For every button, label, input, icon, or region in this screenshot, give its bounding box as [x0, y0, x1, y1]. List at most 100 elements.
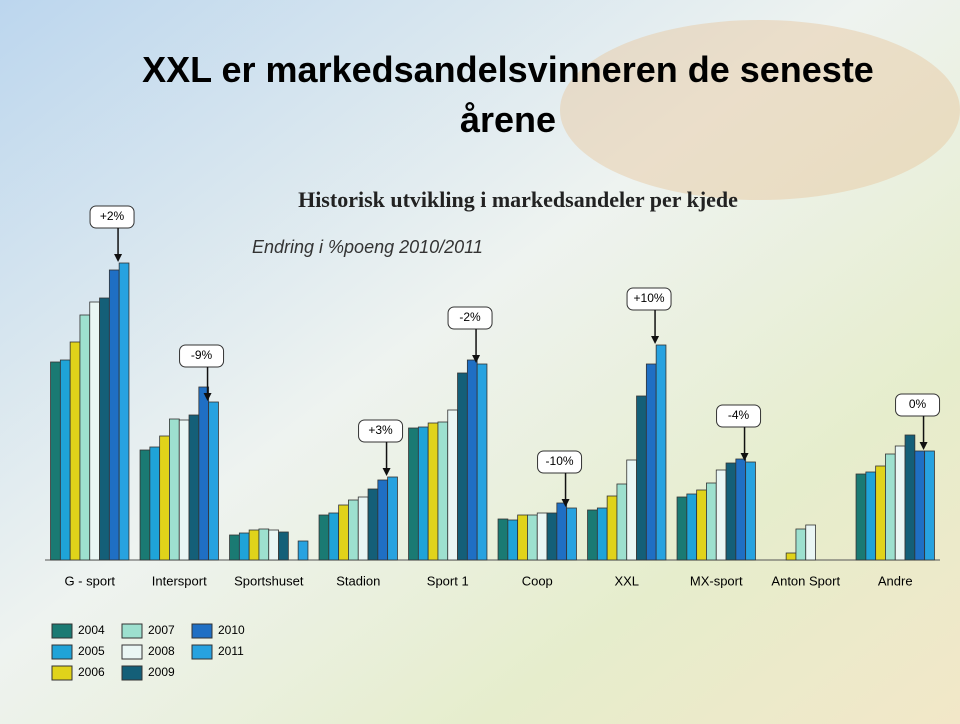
bar — [278, 531, 289, 561]
bar — [437, 421, 449, 561]
bar — [159, 435, 170, 561]
annotation-label: -10% — [546, 454, 574, 468]
x-tick-label: XXL — [614, 573, 639, 588]
bar — [348, 499, 359, 561]
x-tick-label: Sportshuset — [234, 573, 304, 588]
bar — [507, 519, 519, 561]
bar — [924, 450, 935, 561]
bar — [476, 363, 488, 561]
bar — [894, 445, 906, 561]
bar — [258, 528, 270, 561]
bar — [188, 414, 200, 561]
annotation-box — [447, 306, 493, 330]
annotation-box — [179, 344, 225, 368]
annotation-box — [89, 205, 135, 229]
bar — [904, 434, 916, 561]
background-shape — [560, 20, 960, 200]
chart-title: XXL er markedsandelsvinneren de seneste å… — [142, 49, 874, 140]
bar — [367, 488, 379, 561]
bar — [785, 552, 797, 561]
bar — [805, 524, 816, 561]
annotation-box — [626, 287, 672, 311]
bar — [427, 422, 439, 561]
bar — [596, 507, 608, 561]
legend-label: 2007 — [148, 623, 175, 637]
x-tick-label: Coop — [522, 573, 553, 588]
bar — [59, 359, 71, 561]
x-tick-label: Stadion — [336, 573, 380, 588]
annotation-arrowhead — [382, 468, 391, 476]
legend-swatch — [51, 644, 73, 660]
bar — [696, 489, 707, 561]
bar — [118, 262, 130, 561]
bar — [636, 395, 647, 561]
bar — [408, 427, 419, 561]
x-tick-label: G - sport — [64, 573, 115, 588]
legend-swatch — [121, 623, 143, 639]
bar — [377, 479, 389, 561]
bar — [795, 528, 807, 561]
annotation-box — [716, 404, 762, 428]
bar — [50, 361, 61, 561]
bar — [149, 446, 161, 561]
bar — [497, 518, 509, 561]
bar — [387, 476, 398, 561]
annotation-label: -2% — [459, 310, 481, 324]
legend-swatch — [121, 665, 143, 681]
bar — [229, 534, 240, 561]
x-tick-label: MX-sport — [690, 573, 743, 588]
legend-label: 2005 — [78, 644, 105, 658]
legend-label: 2004 — [78, 623, 105, 637]
bar — [626, 459, 637, 561]
bar — [715, 469, 727, 561]
annotation-box — [358, 419, 404, 443]
bar — [457, 372, 468, 561]
bar — [527, 514, 538, 561]
legend-label: 2009 — [148, 665, 175, 679]
bar — [735, 458, 747, 561]
bar — [198, 386, 210, 561]
x-tick-label: Anton Sport — [771, 573, 840, 588]
bar — [318, 514, 330, 561]
bar — [208, 401, 219, 561]
bar — [745, 461, 756, 561]
annotation-label: 0% — [909, 397, 927, 411]
bar — [238, 532, 250, 561]
annotation-arrowhead — [472, 355, 481, 363]
legend-swatch — [191, 644, 213, 660]
annotation-box — [537, 450, 583, 474]
annotation-arrowhead — [651, 336, 660, 344]
bar — [676, 496, 688, 561]
bar — [855, 473, 867, 561]
legend-label: 2011 — [218, 644, 244, 658]
x-tick-label: Sport 1 — [427, 573, 469, 588]
annotation-arrowhead — [561, 499, 570, 507]
legend-swatch — [191, 623, 213, 639]
bar — [655, 344, 667, 561]
bar — [338, 504, 349, 561]
bar — [725, 462, 737, 561]
bar — [169, 418, 180, 561]
legend-swatch — [51, 665, 73, 681]
bar — [466, 359, 478, 561]
x-tick-label: Intersport — [152, 573, 207, 588]
bar — [139, 449, 151, 561]
legend-label: 2010 — [218, 623, 245, 637]
bar — [875, 465, 886, 561]
bar — [885, 453, 896, 561]
bar — [99, 297, 110, 561]
annotation-box — [895, 393, 941, 417]
annotation-arrowhead — [114, 254, 123, 262]
bar — [178, 419, 190, 561]
bar — [536, 512, 548, 561]
chart-note: Endring i %poeng 2010/2011 — [252, 237, 483, 257]
annotation-label: -9% — [191, 348, 213, 362]
bar — [69, 341, 81, 561]
bar — [914, 450, 926, 561]
bar — [248, 529, 260, 561]
bar — [268, 529, 279, 561]
bar — [328, 512, 340, 561]
chart-subtitle: Historisk utvikling i markedsandeler per… — [298, 187, 738, 212]
bar — [546, 512, 558, 561]
